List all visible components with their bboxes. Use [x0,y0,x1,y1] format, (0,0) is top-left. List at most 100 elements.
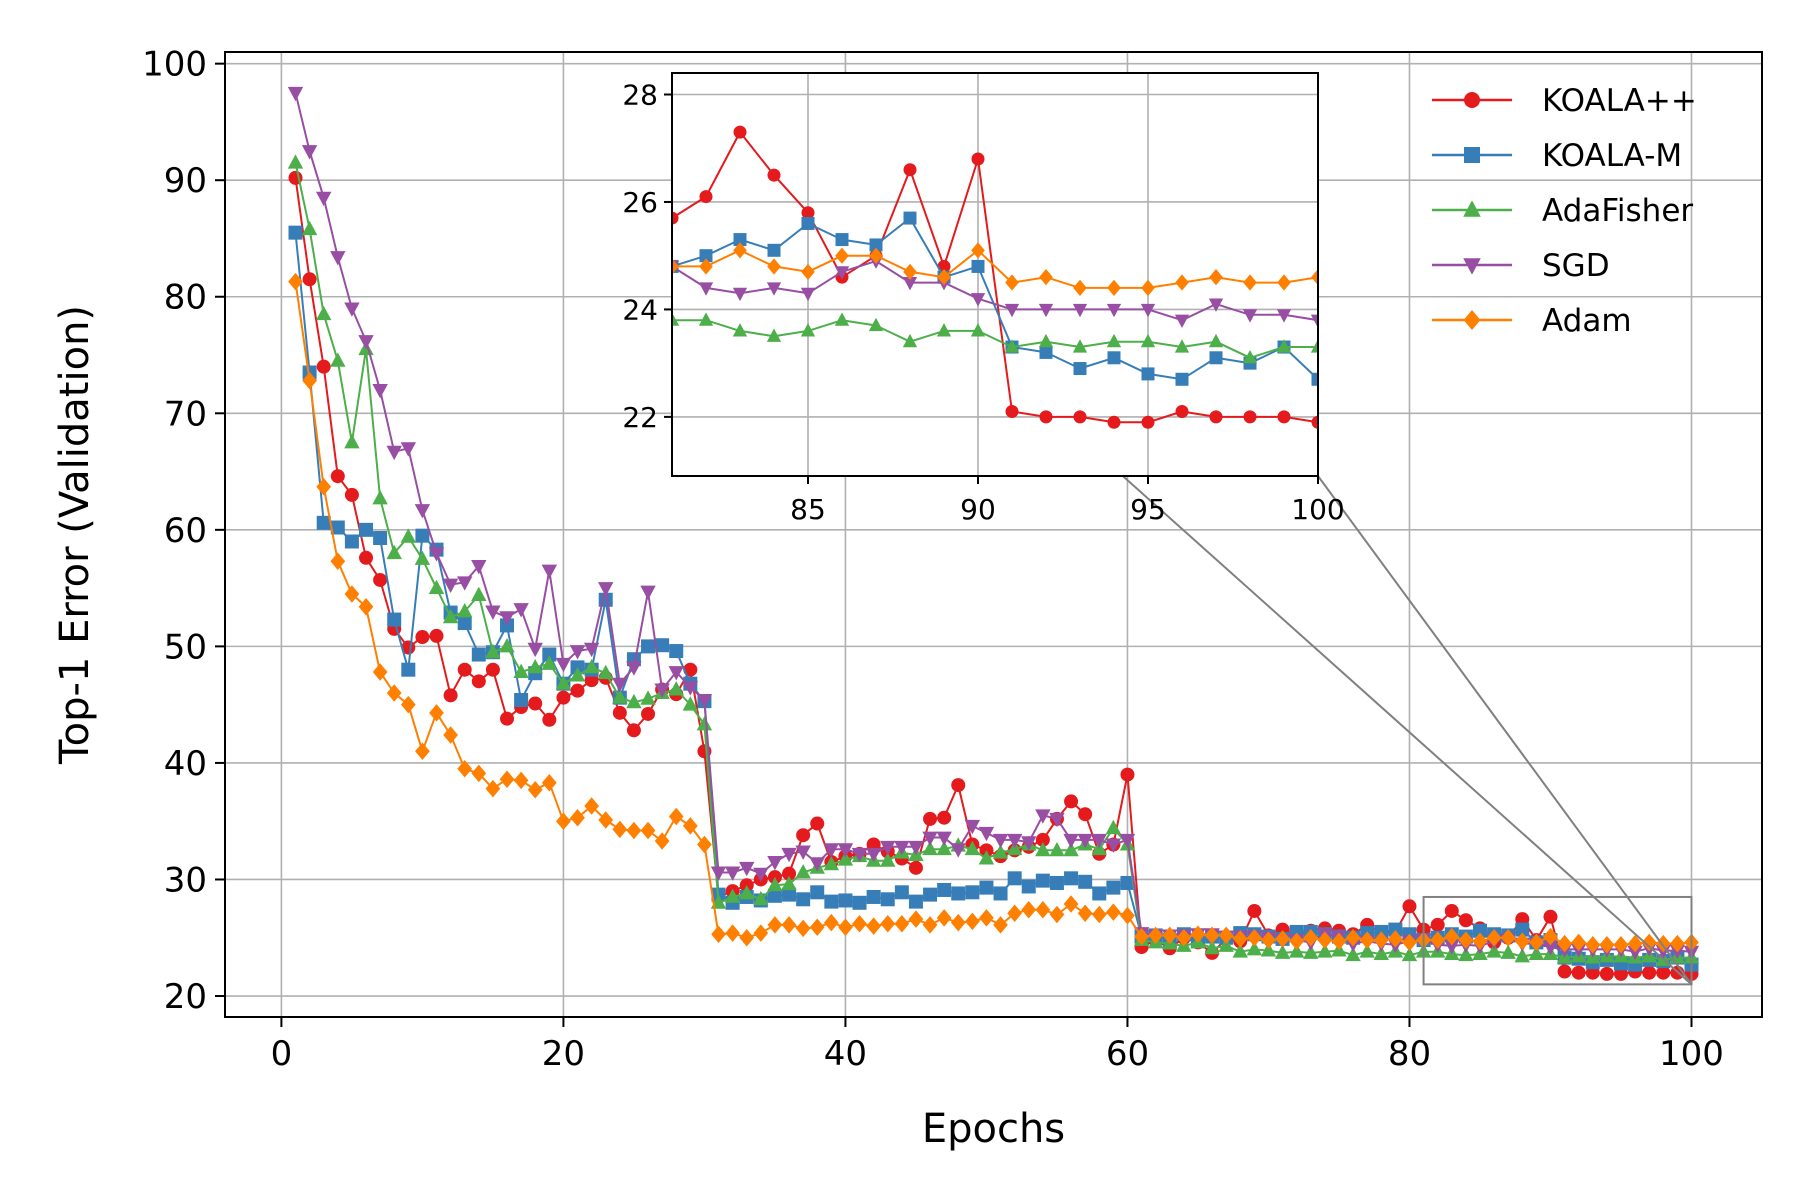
x-axis-label: Epochs [922,1106,1065,1152]
data-point-adafisher [1260,942,1277,957]
data-point-koala-m [655,638,670,653]
data-point-sgd [626,661,642,676]
y-tick-label: 90 [164,161,207,201]
data-point-sgd [1310,314,1318,328]
data-point-koala-m [866,889,881,904]
data-point-adafisher [583,658,600,674]
series-koala-m [672,211,1318,386]
data-point-koalaplusplus [782,866,797,881]
data-point-adam [869,247,883,264]
data-point-koalaplusplus [908,860,923,875]
data-point-adafisher [555,675,572,690]
y-tick-label: 40 [164,744,207,784]
data-point-adam [584,797,599,815]
data-point-koala-m [542,647,557,662]
data-point-koala-m [669,644,684,659]
data-point-adafisher [696,716,713,731]
data-point-adafisher [1359,943,1375,958]
data-point-adafisher [527,658,543,674]
data-point-koalaplusplus [1120,767,1135,782]
data-point-sgd [485,605,501,620]
data-point-koala-m [801,216,815,230]
data-point-sgd [442,578,459,594]
data-point-adafisher [1528,945,1545,961]
data-point-adam [699,258,713,275]
data-point-sgd [880,840,896,856]
x-tick-label: 40 [824,1034,867,1074]
data-point-adam [1599,935,1615,954]
data-point-adafisher [513,663,529,678]
data-point-sgd [1072,303,1088,318]
data-point-sgd [301,145,318,160]
data-point-adam [1430,931,1446,949]
data-point-sgd [753,867,769,883]
legend-item-koala-m: KOALA-M [1432,138,1682,174]
data-point-koala-m [359,522,374,537]
data-point-koalaplusplus [443,688,458,703]
data-point-koala-m [1472,923,1487,938]
data-point-adam [852,915,867,933]
data-point-adam [541,773,557,792]
data-point-koalaplusplus [471,674,486,689]
data-point-koala-m [373,530,388,545]
data-point-sgd [1077,833,1093,849]
series-line-adafisher [294,162,1692,961]
data-point-koalaplusplus [1209,410,1223,424]
data-point-adam [527,780,543,799]
data-point-adam [682,817,698,835]
data-point-koala-m [923,887,938,902]
data-point-adafisher [428,579,445,595]
data-point-sgd [598,582,614,597]
data-point-adafisher [598,664,614,680]
data-point-adam [838,918,853,937]
data-point-adafisher [672,312,680,326]
series-adafisher [672,312,1318,364]
data-point-koala-m [288,225,303,240]
data-point-adafisher [902,333,918,348]
data-point-adam [598,811,614,829]
data-point-adafisher [732,323,748,337]
data-point-adam [1190,925,1206,944]
data-point-adam [1106,903,1121,921]
data-point-sgd [1119,833,1136,849]
data-point-sgd [612,677,628,693]
data-point-adam [1613,935,1629,954]
data-point-sgd [555,657,572,673]
data-point-koalaplusplus [1543,909,1558,924]
data-point-sgd [1004,303,1020,318]
data-point-adam [1311,269,1318,286]
data-point-adam [626,821,642,840]
data-point-koalaplusplus [1073,410,1087,424]
data-point-adafisher [970,323,986,337]
data-point-koala-m [796,892,811,907]
data-point-sgd [739,861,755,877]
data-point-sgd [795,845,811,860]
inset-x-axis: 85 90 95 100 [790,476,1345,526]
data-point-sgd [668,666,684,681]
data-point-sgd [372,384,388,399]
data-point-adafisher [795,864,811,879]
data-point-koalaplusplus [626,723,641,738]
data-point-koala-m [894,885,909,900]
data-point-koala-m [1175,372,1189,386]
y-tick-label: 30 [164,860,207,900]
data-point-koala-m [1209,351,1223,365]
data-point-adam [1571,933,1587,952]
data-point-koala-m [641,639,656,654]
data-point-koalaplusplus [330,469,345,484]
y-tick-label: 20 [164,977,207,1017]
data-point-koalaplusplus [767,168,781,182]
data-point-adam [485,779,501,798]
inset-series-layer [672,125,1318,429]
data-point-adam [330,552,346,571]
data-point-adafisher [471,586,487,602]
series-line-adam [294,281,1692,946]
main-plot-frame [224,51,1763,1018]
data-point-koalaplusplus [1402,899,1417,914]
data-point-sgd [1049,812,1065,828]
data-point-sgd [471,560,487,575]
data-point-adafisher [457,603,473,618]
data-point-sgd [654,683,670,698]
data-point-adam [1175,274,1189,291]
data-point-adam [1134,927,1149,946]
